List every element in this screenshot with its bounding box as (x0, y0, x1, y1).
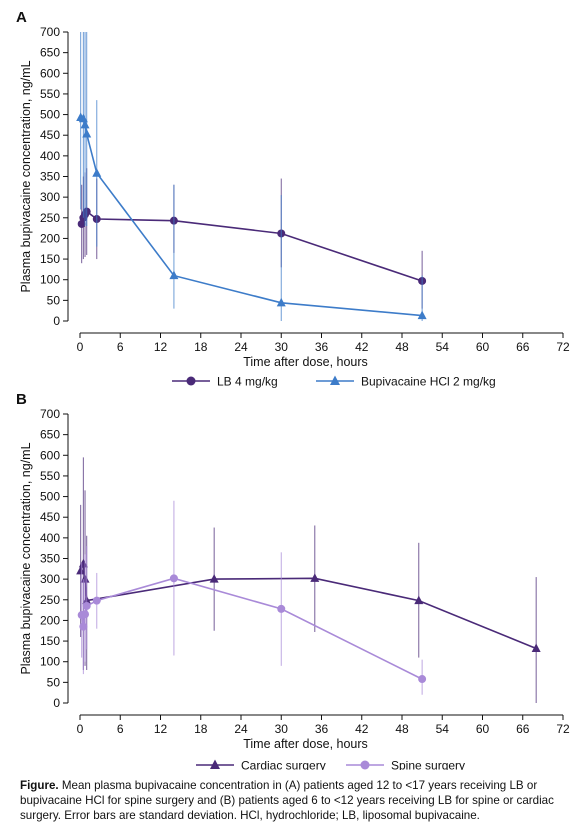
y-tick-label: 250 (40, 593, 60, 607)
y-tick-label: 600 (40, 66, 60, 80)
caption-label: Figure. (20, 779, 59, 792)
figure: A050100150200250300350400450500550600650… (16, 9, 570, 771)
y-tick-label: 100 (40, 655, 60, 669)
y-axis-title: Plasma bupivacaine concentration, ng/mL (19, 442, 33, 674)
x-tick-label: 48 (395, 722, 409, 736)
y-tick-label: 50 (47, 675, 61, 689)
y-tick-label: 100 (40, 273, 60, 287)
x-tick-label: 54 (436, 722, 450, 736)
y-tick-label: 150 (40, 252, 60, 266)
legend-marker (186, 376, 196, 386)
data-point (169, 574, 178, 583)
legend-marker (210, 759, 220, 769)
data-point (310, 573, 320, 582)
y-axis-title: Plasma bupivacaine concentration, ng/mL (19, 60, 33, 292)
x-tick-label: 6 (117, 340, 124, 354)
x-tick-label: 18 (194, 722, 208, 736)
y-tick-label: 600 (40, 448, 60, 462)
x-tick-label: 0 (77, 722, 84, 736)
data-point (414, 595, 424, 605)
data-point (81, 610, 90, 619)
y-tick-label: 200 (40, 231, 60, 245)
y-tick-label: 250 (40, 211, 60, 225)
data-point (76, 565, 86, 575)
x-tick-label: 42 (355, 722, 369, 736)
x-tick-label: 60 (476, 340, 490, 354)
y-tick-label: 300 (40, 190, 60, 204)
legend-label: Spine surgery (391, 759, 465, 771)
y-tick-label: 550 (40, 469, 60, 483)
data-point (276, 297, 286, 307)
legend-label: LB 4 mg/kg (217, 375, 278, 389)
data-point (78, 558, 88, 568)
legend-marker (330, 375, 340, 385)
legend-marker (360, 760, 370, 770)
x-axis-title: Time after dose, hours (243, 737, 368, 751)
y-tick-label: 450 (40, 128, 60, 142)
data-point (417, 310, 427, 320)
data-point (531, 643, 541, 653)
data-point (92, 596, 101, 605)
data-point (80, 119, 90, 129)
x-tick-label: 48 (395, 340, 409, 354)
x-tick-label: 6 (117, 722, 124, 736)
data-point (277, 604, 286, 613)
y-tick-label: 350 (40, 552, 60, 566)
figure-caption: Figure. Mean plasma bupivacaine concentr… (20, 778, 580, 823)
x-tick-label: 60 (476, 722, 490, 736)
x-tick-label: 54 (436, 340, 450, 354)
y-tick-label: 500 (40, 108, 60, 122)
y-tick-label: 50 (47, 293, 61, 307)
x-tick-label: 36 (315, 722, 329, 736)
series-line (79, 563, 537, 650)
y-tick-label: 700 (40, 407, 60, 421)
x-tick-label: 0 (77, 340, 84, 354)
data-point (79, 622, 88, 631)
legend-label: Bupivacaine HCl 2 mg/kg (361, 375, 496, 389)
x-tick-label: 72 (556, 340, 570, 354)
y-tick-label: 0 (53, 314, 60, 328)
y-tick-label: 300 (40, 572, 60, 586)
y-tick-label: 500 (40, 490, 60, 504)
data-point (418, 675, 427, 684)
data-point (209, 574, 219, 583)
series-line (80, 116, 423, 317)
data-point (78, 113, 88, 123)
data-point (169, 270, 179, 280)
x-tick-label: 18 (194, 340, 208, 354)
x-tick-label: 12 (154, 722, 168, 736)
x-tick-label: 30 (275, 340, 289, 354)
panel-letter: A (16, 9, 27, 26)
data-point (82, 601, 91, 610)
y-tick-label: 0 (53, 696, 60, 710)
y-tick-label: 550 (40, 87, 60, 101)
data-point (92, 168, 102, 177)
x-tick-label: 66 (516, 722, 530, 736)
x-axis-title: Time after dose, hours (243, 355, 368, 369)
x-tick-label: 24 (234, 340, 248, 354)
x-tick-label: 36 (315, 340, 329, 354)
x-tick-label: 12 (154, 340, 168, 354)
data-point (77, 219, 86, 228)
y-tick-label: 650 (40, 46, 60, 60)
x-tick-label: 30 (275, 722, 289, 736)
panel-letter: B (16, 391, 27, 408)
x-tick-label: 24 (234, 722, 248, 736)
data-point (82, 128, 92, 138)
caption-text: Mean plasma bupivacaine concentration in… (20, 779, 554, 822)
y-tick-label: 650 (40, 428, 60, 442)
y-tick-label: 450 (40, 510, 60, 524)
y-tick-label: 200 (40, 613, 60, 627)
legend-label: Cardiac surgery (241, 759, 326, 771)
x-tick-label: 72 (556, 722, 570, 736)
y-tick-label: 400 (40, 149, 60, 163)
y-tick-label: 150 (40, 634, 60, 648)
y-tick-label: 400 (40, 531, 60, 545)
x-tick-label: 66 (516, 340, 530, 354)
y-tick-label: 350 (40, 170, 60, 184)
y-tick-label: 700 (40, 25, 60, 39)
x-tick-label: 42 (355, 340, 369, 354)
